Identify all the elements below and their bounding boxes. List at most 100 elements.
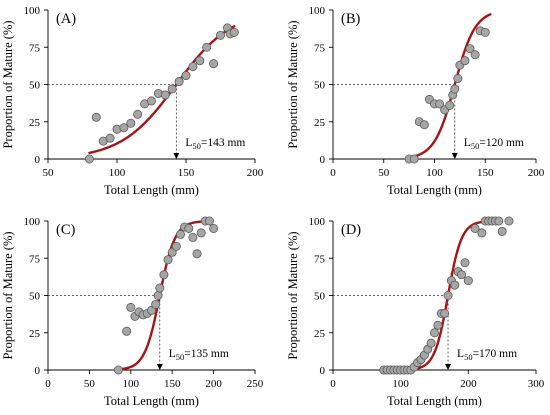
y-axis-title: Proportion of Mature (%) xyxy=(286,20,300,148)
data-point xyxy=(457,270,467,280)
data-point xyxy=(113,365,123,375)
data-point xyxy=(433,320,443,330)
x-tick-label: 200 xyxy=(460,378,477,390)
data-point xyxy=(192,249,202,259)
data-point xyxy=(429,328,439,338)
y-tick-label: 50 xyxy=(314,80,326,92)
y-tick-label: 100 xyxy=(24,5,41,17)
data-point xyxy=(195,56,205,66)
x-tick-label: 100 xyxy=(426,167,443,179)
data-point xyxy=(167,84,177,94)
y-tick-label: 50 xyxy=(314,291,326,303)
data-point xyxy=(440,308,450,318)
data-point xyxy=(465,44,475,54)
l50-arrowhead xyxy=(156,364,163,370)
data-point xyxy=(229,27,239,37)
x-tick-label: 300 xyxy=(528,378,545,390)
panel-label: (B) xyxy=(341,11,361,27)
l50-label: L50=135 mm xyxy=(169,348,229,362)
l50-label-prefix: L xyxy=(457,348,464,360)
y-tick-label: 100 xyxy=(309,216,326,228)
data-point xyxy=(450,84,460,94)
logistic-curve xyxy=(117,219,214,371)
chart-panel: 0 100 200 300 0 25 50 75 100 Total Length (mm) Pro… xyxy=(286,216,545,408)
data-point xyxy=(181,71,191,81)
y-tick-label: 75 xyxy=(314,253,326,265)
data-point xyxy=(174,77,184,87)
l50-label-prefix: L xyxy=(464,137,471,149)
data-point xyxy=(426,338,436,348)
data-point xyxy=(133,109,143,119)
y-tick-label: 25 xyxy=(314,328,326,340)
data-point xyxy=(163,255,173,265)
y-tick-label: 75 xyxy=(29,253,41,265)
data-point xyxy=(175,229,185,239)
chart-panel: 0 50 100 150 200 250 0 25 50 75 100 Total Length (m… xyxy=(1,216,264,408)
data-point xyxy=(460,258,470,268)
data-point xyxy=(202,42,212,52)
data-point xyxy=(171,241,181,251)
x-tick-label: 150 xyxy=(477,167,494,179)
panel-label: (C) xyxy=(56,222,76,238)
x-tick-label: 50 xyxy=(378,167,390,179)
l50-label-value: =143 mm xyxy=(201,137,246,149)
l50-label: L50=170 mm xyxy=(457,348,517,362)
data-point xyxy=(450,280,460,290)
data-point xyxy=(188,62,198,72)
l50-arrowhead xyxy=(451,153,458,159)
data-point xyxy=(151,299,161,309)
y-tick-label: 0 xyxy=(320,154,326,166)
x-tick-label: 100 xyxy=(109,167,126,179)
data-point xyxy=(91,112,101,122)
data-point xyxy=(460,56,470,66)
x-tick-label: 0 xyxy=(330,167,336,179)
data-point xyxy=(494,216,504,226)
data-point xyxy=(119,123,129,133)
data-point xyxy=(204,216,214,226)
x-tick-label: 200 xyxy=(528,167,545,179)
y-axis-title: Proportion of Mature (%) xyxy=(1,231,15,359)
logistic-curve xyxy=(88,25,236,155)
x-tick-label: 150 xyxy=(178,167,195,179)
data-point xyxy=(122,326,132,336)
data-point xyxy=(160,90,170,100)
l50-label-subscript: 50 xyxy=(464,352,473,362)
y-tick-label: 75 xyxy=(29,42,41,54)
data-point xyxy=(480,27,490,37)
l50-label: L50=143 mm xyxy=(185,137,245,151)
l50-arrowhead xyxy=(173,153,180,159)
data-point xyxy=(126,302,136,312)
l50-label-prefix: L xyxy=(185,137,192,149)
data-point xyxy=(453,74,463,84)
l50-label-subscript: 50 xyxy=(471,141,480,151)
x-tick-label: 100 xyxy=(392,378,409,390)
x-axis-title: Total Length (mm) xyxy=(387,394,482,408)
data-point xyxy=(146,96,156,106)
l50-label-value: =170 mm xyxy=(473,348,518,360)
data-point xyxy=(184,223,194,233)
l50-arrowhead xyxy=(445,364,452,370)
data-point xyxy=(445,100,455,110)
y-axis-title: Proportion of Mature (%) xyxy=(1,20,15,148)
x-tick-label: 50 xyxy=(43,167,55,179)
data-point xyxy=(209,59,219,69)
y-tick-label: 25 xyxy=(29,117,41,129)
x-tick-label: 100 xyxy=(123,378,140,390)
data-point xyxy=(209,223,219,233)
data-point xyxy=(463,276,473,286)
y-tick-label: 25 xyxy=(314,117,326,129)
y-tick-label: 100 xyxy=(309,5,326,17)
l50-label-value: =135 mm xyxy=(184,348,229,360)
x-tick-label: 0 xyxy=(45,378,51,390)
data-point xyxy=(215,30,225,40)
data-point xyxy=(435,99,445,109)
y-tick-label: 50 xyxy=(29,291,41,303)
y-tick-label: 25 xyxy=(29,328,41,340)
logistic-curve xyxy=(410,13,492,158)
y-axis-title: Proportion of Mature (%) xyxy=(286,231,300,359)
data-point xyxy=(84,154,94,164)
panel-label: (D) xyxy=(341,222,361,238)
data-point xyxy=(477,228,487,238)
x-axis-title: Total Length (mm) xyxy=(387,183,482,197)
